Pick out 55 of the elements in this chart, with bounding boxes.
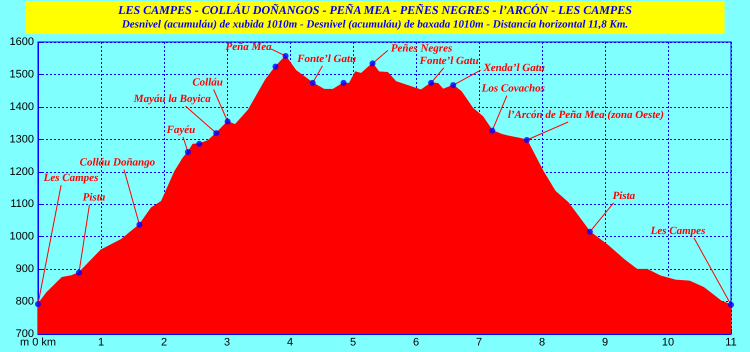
point [282, 52, 289, 59]
annotation: Pista [82, 192, 106, 204]
x-tick-label: 3 [224, 336, 230, 348]
point [184, 148, 191, 155]
point [35, 301, 41, 308]
point [272, 64, 279, 70]
chart-subtitle: Desnivel (acumuláu) de xubida 1010m - Desnivel (acumuláu) de baxada 1010m - Distancia horizontal 11,8 Km. [120, 18, 628, 30]
y-tick-label: 1200 [10, 166, 34, 178]
annotation: l’Arcón de Peña Mea (zona Oeste) [508, 108, 664, 121]
point [428, 80, 434, 86]
x-tick-label: 4 [286, 336, 294, 348]
y-tick-label: 1600 [10, 36, 34, 48]
annotation: Peñes Negres [390, 42, 452, 54]
annotation: Peña Mea [226, 40, 272, 53]
point [489, 128, 496, 134]
annotation: Los Covachos [480, 82, 545, 95]
point [196, 140, 202, 147]
annotation: Colláu Doñango [80, 156, 156, 169]
x-tick-label: 8 [538, 336, 546, 348]
annotation: Pista [612, 190, 636, 202]
annotation: Colláu [192, 76, 223, 88]
annotation: Les Campes [650, 224, 706, 237]
annotation: Fayéu [166, 124, 196, 136]
x-tick-label: 1 [98, 336, 104, 348]
y-tick-label: 1100 [10, 198, 34, 210]
annotation: Xenda’l Gatu [482, 62, 545, 74]
annotation: Les Campes [42, 172, 98, 184]
point [450, 82, 456, 88]
point [586, 228, 593, 235]
y-tick-label: 800 [16, 296, 34, 308]
x-tick-label: 11 [725, 336, 737, 348]
x-tick-label: 6 [412, 336, 420, 348]
point [76, 270, 82, 276]
y-tick-label: 1500 [10, 68, 34, 80]
point [524, 136, 530, 143]
point [340, 80, 347, 86]
x-tick-label: 9 [602, 336, 608, 348]
annotation: Fonte’l Gatu [418, 54, 479, 67]
y-tick-label: 900 [16, 263, 34, 276]
point [224, 118, 231, 124]
y-tick-label: 1300 [10, 133, 34, 146]
annotation: Fonte’l Gatu [296, 52, 356, 65]
point [370, 60, 376, 66]
y-tick-label: 1400 [10, 100, 34, 113]
point [310, 80, 316, 86]
chart-title: LES CAMPES - COLLÁU DOÑANGOS - PEÑA MEA - PEÑES NEGRES - l’ARCÓN - LES CAMPES [117, 3, 632, 17]
x-tick-label: 2 [160, 336, 168, 348]
annotation: Mayáu la Boyica [132, 93, 212, 106]
point [136, 222, 142, 228]
x-tick-label: 5 [350, 336, 356, 348]
point [728, 302, 734, 308]
y-tick-label: 1000 [10, 230, 34, 243]
x-tick-label: 10 [662, 336, 674, 348]
point [213, 130, 220, 136]
x-tick-label: 7 [476, 336, 482, 348]
